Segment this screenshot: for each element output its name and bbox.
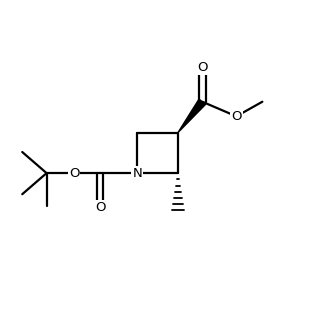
Text: N: N (133, 167, 142, 180)
Text: O: O (231, 110, 242, 123)
Polygon shape (178, 99, 206, 133)
Text: O: O (197, 61, 208, 74)
Text: O: O (69, 167, 80, 180)
Text: O: O (95, 201, 105, 214)
